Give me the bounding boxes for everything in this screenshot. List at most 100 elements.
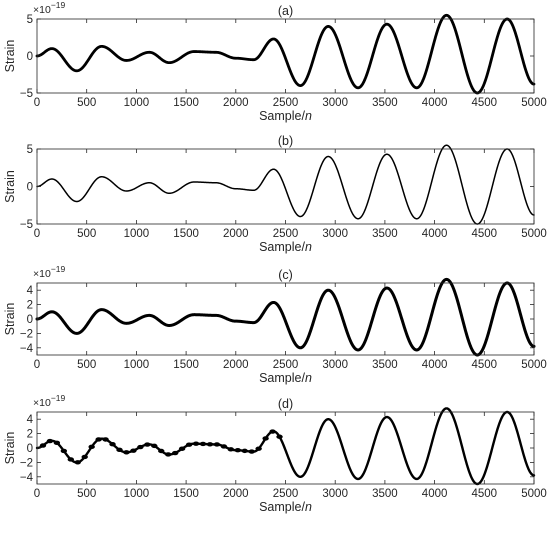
- y-tick-label: 4: [27, 285, 34, 297]
- signal-bead: [276, 434, 283, 439]
- x-tick-label: 0: [34, 359, 40, 371]
- signal-bead: [151, 443, 158, 449]
- x-tick-label: 3500: [372, 359, 398, 371]
- x-axis-label: Sample/n: [259, 371, 312, 385]
- x-axis-label: Sample/n: [259, 109, 312, 123]
- panel-title: (a): [278, 4, 293, 18]
- signal-bead: [53, 440, 61, 446]
- y-tick-label: 4: [27, 414, 34, 426]
- x-tick-label: 3000: [322, 228, 348, 240]
- x-tick-label: 4000: [422, 488, 448, 500]
- y-tick-label: −4: [20, 343, 34, 355]
- x-tick-label: 500: [77, 488, 96, 500]
- x-tick-label: 1500: [173, 97, 199, 109]
- x-tick-label: 4500: [472, 488, 498, 500]
- y-tick-label: 5: [27, 14, 33, 26]
- panel-a: 0 500 1000 1500 2000 2500 3000 3500 4000 4500 5000…: [3, 0, 547, 123]
- x-tick-label: 3500: [372, 97, 398, 109]
- x-tick-label: 1500: [173, 359, 199, 371]
- x-tick-label: 500: [77, 97, 96, 109]
- signal-bead: [81, 454, 88, 460]
- x-tick-label: 1000: [124, 228, 150, 240]
- x-tick-label: 4000: [422, 359, 448, 371]
- y-multiplier: ×10−19: [33, 0, 66, 16]
- signal-line: [35, 277, 536, 357]
- x-tick-label: 500: [77, 228, 96, 240]
- y-tick-label: −2: [20, 328, 33, 340]
- y-axis-label: Strain: [3, 303, 17, 336]
- y-tick-label: 0: [27, 443, 33, 455]
- y-tick-label: 0: [27, 314, 33, 326]
- x-tick-label: 2000: [223, 359, 249, 371]
- signal-bead: [95, 437, 102, 442]
- signal-bead: [102, 437, 109, 442]
- x-tick-label: 5000: [521, 488, 547, 500]
- signal-bead: [116, 447, 123, 453]
- signal-bead: [123, 450, 130, 455]
- x-tick-label: 2500: [273, 97, 299, 109]
- signal-bead: [60, 448, 68, 454]
- x-tick-label: 2500: [273, 359, 299, 371]
- panel-d: 0 500 1000 1500 2000 2500 3000 3500 4000 4500 5000…: [3, 393, 547, 514]
- signal-bead: [269, 429, 276, 434]
- x-axis-label: Sample/n: [259, 240, 312, 254]
- x-tick-label: 3000: [322, 488, 348, 500]
- signal-bead: [227, 447, 235, 452]
- x-tick-label: 4500: [472, 359, 498, 371]
- signal-bead: [67, 457, 75, 462]
- signal-bead: [192, 441, 200, 446]
- x-tick-label: 2000: [223, 97, 249, 109]
- panel-title: (c): [278, 268, 293, 282]
- signal-bead: [171, 450, 179, 456]
- signal-bead: [158, 448, 165, 454]
- x-tick-label: 4500: [472, 228, 498, 240]
- y-tick-label: 0: [27, 51, 33, 63]
- x-tick-label: 5000: [521, 228, 547, 240]
- signal-bead: [74, 460, 81, 465]
- signal-line: [35, 13, 536, 95]
- y-tick-label: 2: [27, 300, 33, 312]
- signal-bead: [130, 448, 137, 453]
- x-tick-label: 5000: [521, 359, 547, 371]
- signal-bead: [241, 448, 248, 454]
- y-tick-label: −4: [20, 472, 34, 484]
- signal-bead: [39, 443, 47, 448]
- x-tick-label: 1000: [124, 359, 150, 371]
- signal-line: [36, 144, 535, 225]
- y-tick-label: −5: [20, 88, 33, 100]
- signal-bead: [137, 444, 144, 450]
- signal-bead: [220, 444, 228, 449]
- x-tick-label: 2000: [223, 228, 249, 240]
- signal-bead: [46, 438, 54, 444]
- y-tick-label: 0: [27, 182, 33, 194]
- signal-bead: [199, 441, 207, 447]
- x-tick-label: 2500: [273, 488, 299, 500]
- x-tick-label: 2500: [273, 228, 299, 240]
- x-tick-label: 3000: [322, 97, 348, 109]
- x-axis-label: Sample/n: [259, 500, 312, 514]
- y-multiplier: ×10−19: [33, 264, 66, 280]
- y-tick-label: 5: [27, 144, 33, 156]
- x-tick-label: 1000: [124, 488, 150, 500]
- y-axis-label: Strain: [3, 40, 17, 73]
- x-tick-label: 0: [34, 97, 40, 109]
- x-tick-label: 4500: [472, 97, 498, 109]
- x-tick-label: 0: [34, 228, 40, 240]
- signal-bead: [185, 442, 193, 447]
- signal-bead: [262, 436, 269, 441]
- panel-b: 0 500 1000 1500 2000 2500 3000 3500 4000 4500 5000…: [3, 134, 547, 254]
- x-tick-label: 1500: [173, 488, 199, 500]
- panel-title: (b): [278, 134, 293, 148]
- signal-bead: [88, 444, 95, 450]
- signal-bead: [206, 442, 214, 447]
- x-tick-label: 500: [77, 359, 96, 371]
- y-axis-label: Strain: [3, 170, 17, 203]
- x-tick-label: 1000: [124, 97, 150, 109]
- signal-bead: [248, 449, 255, 454]
- signal-bead: [213, 442, 221, 447]
- panel-c: 0 500 1000 1500 2000 2500 3000 3500 4000 4500 5000…: [3, 264, 547, 385]
- y-axis-label: Strain: [3, 432, 17, 465]
- signal-bead: [109, 442, 116, 447]
- x-tick-label: 3500: [372, 488, 398, 500]
